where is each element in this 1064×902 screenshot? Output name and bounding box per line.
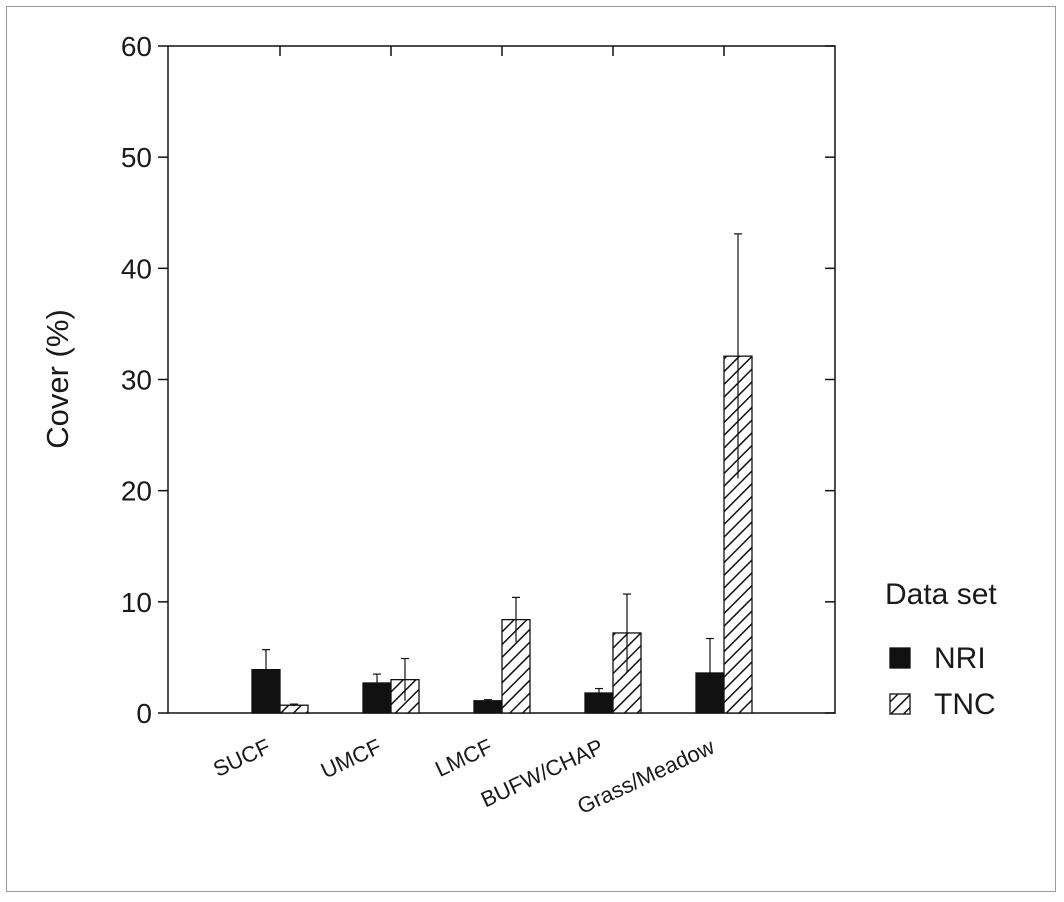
x-tick-label: SUCF: [209, 734, 274, 782]
bars: [251, 355, 753, 714]
y-tick-label: 30: [121, 365, 152, 396]
y-axis: 0 10 20 30 40 50 60: [121, 31, 835, 729]
figure-frame: [6, 6, 1056, 892]
legend-title: Data set: [885, 578, 997, 611]
error-bars: [262, 233, 742, 708]
y-tick-label: 50: [121, 142, 152, 173]
x-tick-label: LMCF: [431, 734, 496, 782]
y-tick-label: 40: [121, 253, 152, 284]
legend-label-nri: NRI: [934, 642, 986, 675]
x-tick-label: UMCF: [317, 734, 385, 784]
y-tick-label: 10: [121, 587, 152, 618]
legend-label-tnc: TNC: [934, 688, 996, 721]
y-tick-label: 60: [121, 31, 152, 62]
legend: Data set NRI TNC: [885, 578, 997, 721]
bar-nri: [473, 700, 503, 714]
y-tick-label: 20: [121, 476, 152, 507]
bar-tnc: [279, 704, 309, 714]
legend-swatch-nri: [889, 647, 911, 669]
y-tick-label: 0: [136, 698, 152, 729]
legend-swatch-tnc: [889, 693, 911, 715]
y-axis-label: Cover (%): [40, 309, 75, 449]
